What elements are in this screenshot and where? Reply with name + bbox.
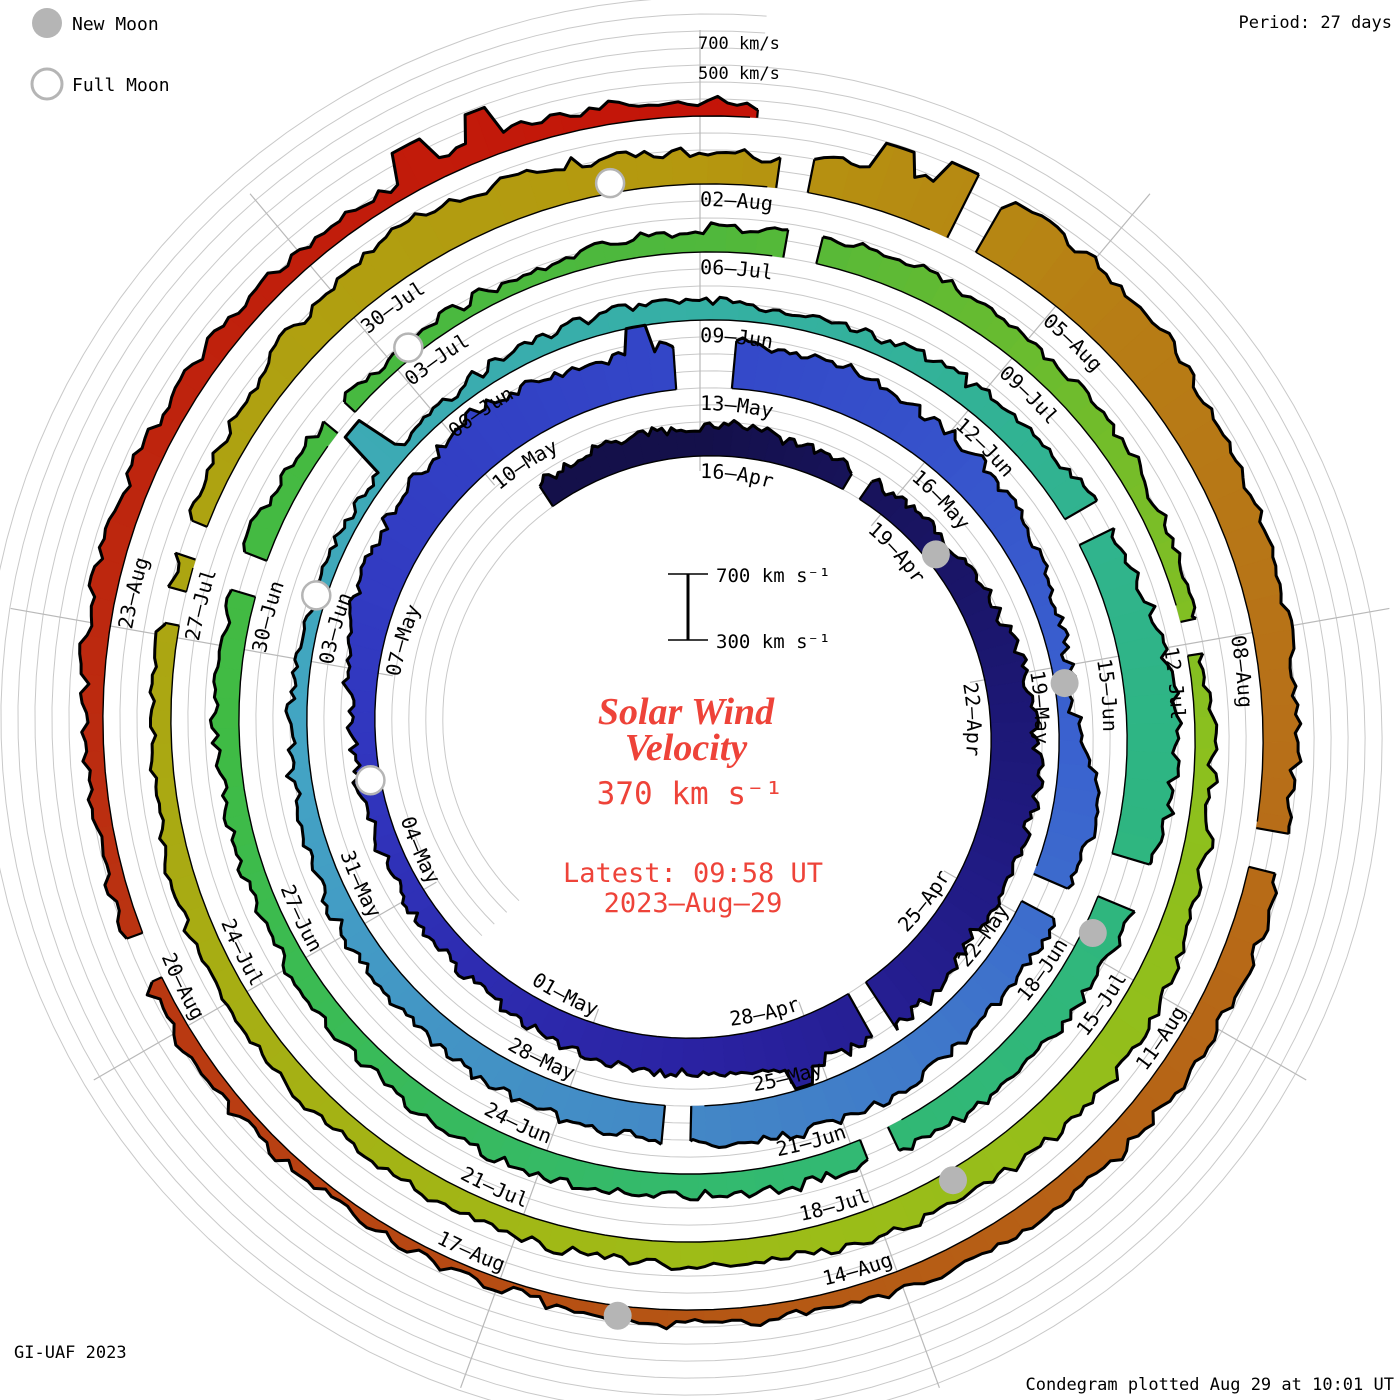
latest-time-label: Latest: 09:58 UT	[563, 858, 823, 889]
new-moon-marker	[921, 540, 950, 569]
credit-label: GI-UAF 2023	[14, 1343, 127, 1363]
full-moon-marker	[301, 580, 332, 611]
chart-title-line2: Velocity	[625, 727, 748, 769]
period-label: Period: 27 days	[1238, 13, 1392, 33]
scale-bar-top-label: 700 km s⁻¹	[716, 565, 830, 587]
ring-date-label: 16–Apr	[700, 459, 776, 493]
latest-date-label: 2023–Aug–29	[604, 888, 783, 919]
full-moon-marker	[355, 764, 386, 796]
moon-marker-layer	[301, 167, 1107, 1330]
outer-700-label: 700 km/s	[698, 34, 780, 54]
chart-title-line1: Solar Wind	[598, 691, 775, 733]
ring-date-label: 06–Jul	[700, 255, 775, 285]
ring-date-label: 02–Aug	[700, 187, 775, 216]
full-moon-label: Full Moon	[72, 75, 170, 96]
new-moon-marker	[1050, 669, 1079, 698]
new-moon-marker	[939, 1166, 968, 1195]
ring-date-label: 13–May	[700, 391, 776, 423]
ring-date-label: 15–Jun	[1092, 657, 1122, 732]
full-moon-marker	[594, 167, 626, 199]
new-moon-label: New Moon	[72, 14, 159, 35]
velocity-scale-bar: 700 km s⁻¹ 300 km s⁻¹	[668, 565, 830, 653]
center-annotations: Solar Wind Velocity 370 km s⁻¹ Latest: 0…	[563, 691, 823, 919]
new-moon-marker	[603, 1301, 632, 1330]
new-moon-icon	[32, 8, 62, 38]
moon-legend: New Moon Full Moon	[30, 8, 170, 101]
current-velocity-value: 370 km s⁻¹	[597, 776, 784, 812]
scale-bar-bottom-label: 300 km s⁻¹	[716, 631, 830, 653]
ring-date-label: 22–Apr	[958, 681, 986, 757]
outer-500-label: 500 km/s	[698, 64, 780, 84]
plotted-timestamp: Condegram plotted Aug 29 at 10:01 UT	[1026, 1375, 1394, 1395]
velocity-outline-layer	[78, 94, 1303, 1331]
ring-date-label: 30–Jun	[247, 578, 289, 655]
full-moon-marker	[393, 332, 424, 363]
full-moon-icon	[30, 67, 64, 101]
new-moon-marker	[1078, 919, 1107, 948]
ring-date-label: 08–Aug	[1226, 633, 1258, 708]
